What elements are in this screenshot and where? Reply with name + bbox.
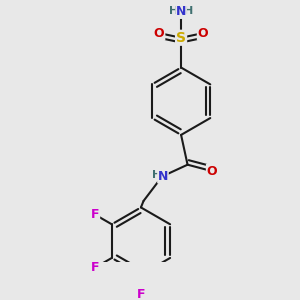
Text: O: O [198, 27, 208, 40]
Text: N: N [158, 170, 168, 183]
Text: H: H [169, 6, 178, 16]
Text: H: H [152, 170, 161, 180]
Text: F: F [91, 261, 99, 274]
Text: O: O [154, 27, 164, 40]
Text: O: O [207, 165, 217, 178]
Text: H: H [184, 6, 193, 16]
Text: F: F [137, 288, 145, 300]
Text: N: N [176, 5, 186, 18]
Text: F: F [91, 208, 99, 221]
Text: S: S [176, 31, 186, 45]
